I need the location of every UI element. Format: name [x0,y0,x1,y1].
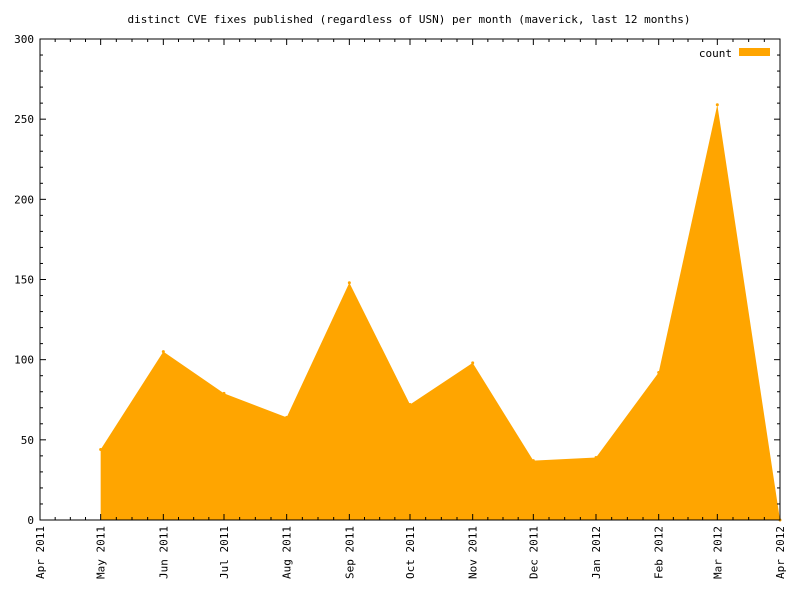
legend-label: count [699,47,732,60]
y-tick-label: 200 [14,193,34,206]
y-tick-label: 150 [14,274,34,287]
y-tick-label: 250 [14,113,34,126]
x-tick-label: Sep 2011 [343,526,356,579]
x-tick-label: Dec 2011 [527,526,540,579]
x-tick-label: Aug 2011 [281,526,294,579]
data-point [715,103,719,107]
area-layer [99,103,782,522]
chart-title: distinct CVE fixes published (regardless… [128,13,691,26]
legend-swatch [739,48,770,56]
data-point [222,391,226,395]
x-tick-label: Nov 2011 [467,526,480,579]
y-tick-label: 50 [21,434,34,447]
legend: count [699,47,770,60]
data-point [99,447,103,451]
y-tick-label: 100 [14,354,34,367]
x-tick-label: Mar 2012 [711,526,724,579]
data-point [161,350,165,354]
data-point [347,281,351,285]
area-series-count [100,104,780,521]
y-tick-label: 0 [27,514,34,527]
data-point [285,415,289,419]
data-point [594,455,598,459]
x-tick-label: Oct 2011 [404,526,417,579]
y-tick-label: 300 [14,33,34,46]
data-point [657,370,661,374]
x-tick-label: Jul 2011 [218,526,231,579]
x-tick-label: Apr 2012 [774,526,787,579]
data-point [531,459,535,463]
x-tick-label: Apr 2011 [34,526,47,579]
x-tick-label: Feb 2012 [653,526,666,579]
data-point [408,403,412,407]
axes-layer: 0 50 100 150 200 250 300 Apr 2011 May 2011 Jun 20… [14,33,787,579]
data-point [471,361,475,365]
x-tick-label: Jan 2012 [590,526,603,579]
x-tick-label: May 2011 [95,526,108,579]
x-tick-label: Jun 2011 [157,526,170,579]
